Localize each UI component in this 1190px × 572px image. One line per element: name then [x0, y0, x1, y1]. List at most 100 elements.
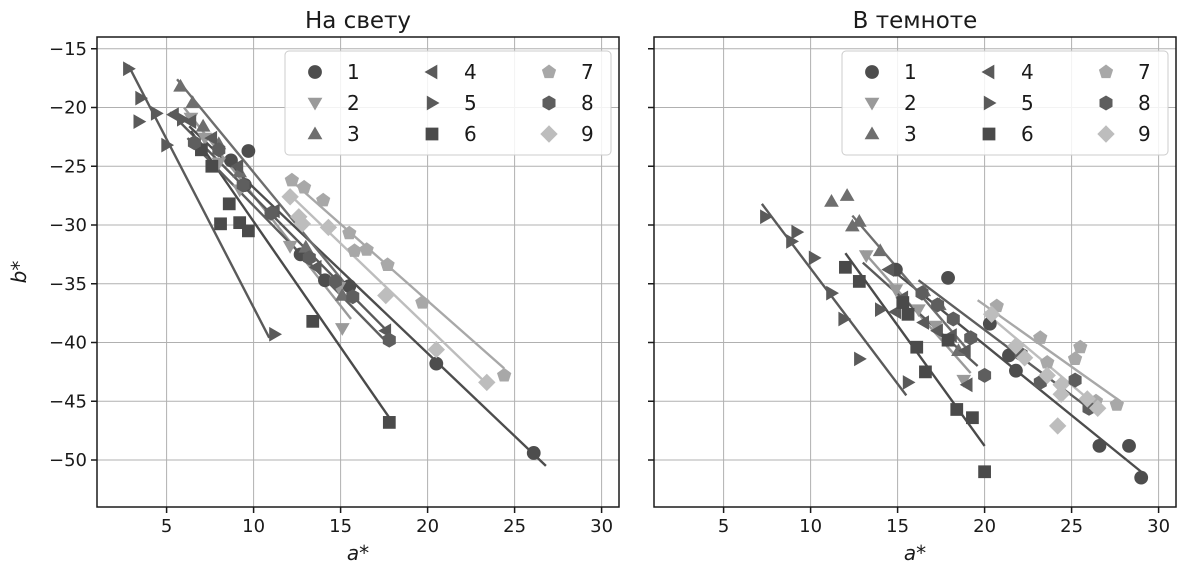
- data-point-series-5: [177, 111, 190, 127]
- data-point-series-6: [966, 411, 979, 425]
- data-point-series-2: [911, 304, 926, 318]
- y-tick-label: −15: [49, 39, 87, 60]
- data-point-series-1: [526, 446, 541, 460]
- legend-box: [284, 50, 612, 156]
- data-point-series-7: [342, 225, 357, 240]
- legend-label: 1: [347, 60, 360, 84]
- data-point-series-7: [359, 242, 374, 256]
- legend-marker-3: [307, 126, 323, 140]
- data-point-series-7: [1067, 351, 1083, 365]
- data-point-series-9: [427, 340, 445, 359]
- legend-label: 8: [1138, 91, 1151, 115]
- legend-marker-1: [308, 65, 322, 79]
- data-point-series-8: [964, 330, 978, 346]
- data-point-series-9: [1052, 376, 1070, 394]
- data-point-series-8: [1068, 372, 1082, 388]
- data-point-series-9: [478, 373, 496, 392]
- legend-marker-3: [864, 126, 880, 140]
- panel-dark: 5 10 15 20 25 30 В темноте a* 1 2 3 4 5 6 7 8 9: [648, 8, 1177, 565]
- data-point-series-5: [133, 114, 147, 129]
- legend-label: 9: [581, 122, 594, 146]
- data-point-series-1: [1092, 439, 1107, 453]
- data-point-series-3: [195, 118, 211, 132]
- data-point-series-5: [875, 302, 888, 317]
- data-point-series-5: [838, 311, 852, 327]
- data-point-series-4: [308, 259, 322, 275]
- data-point-series-6: [901, 307, 915, 321]
- data-point-series-8: [946, 311, 960, 327]
- fit-line-series-6: [189, 130, 391, 419]
- data-point-series-9: [319, 218, 338, 237]
- legend: 1 2 3 4 5 6 7 8 9: [841, 50, 1169, 156]
- data-point-series-5: [786, 234, 799, 249]
- data-point-series-3: [852, 214, 867, 227]
- legend-marker-5: [426, 95, 440, 111]
- data-point-series-2: [888, 284, 904, 298]
- x-tick-label: 5: [161, 516, 172, 537]
- data-point-series-6: [941, 333, 955, 347]
- data-point-series-8: [328, 273, 342, 289]
- data-point-series-7: [1109, 397, 1124, 411]
- legend-marker-6: [425, 127, 439, 141]
- legend-label: 2: [904, 91, 917, 115]
- data-point-series-7: [1033, 330, 1048, 344]
- legend-marker-4: [981, 64, 995, 80]
- data-point-series-8: [915, 285, 929, 301]
- data-point-series-9: [982, 305, 1001, 323]
- data-point-series-2: [956, 374, 972, 388]
- axes-frame: [96, 36, 620, 508]
- x-tick-label: 20: [416, 516, 439, 537]
- data-point-series-6: [222, 197, 236, 211]
- legend-label: 9: [1138, 122, 1151, 146]
- data-point-series-8: [382, 332, 396, 348]
- x-tick-label: 25: [503, 516, 526, 537]
- data-point-series-9: [1015, 349, 1034, 367]
- data-point-series-3: [185, 95, 201, 109]
- data-point-series-6: [205, 159, 219, 173]
- data-point-series-6: [896, 296, 910, 309]
- data-point-series-8: [931, 297, 945, 313]
- data-point-series-4: [183, 114, 197, 129]
- legend-box: [841, 50, 1169, 156]
- data-point-series-5: [161, 137, 175, 153]
- data-point-series-8: [264, 205, 278, 221]
- data-point-series-1: [941, 270, 955, 285]
- data-point-series-4: [930, 323, 943, 339]
- data-point-series-6: [978, 465, 991, 479]
- data-point-series-9: [1007, 337, 1025, 355]
- data-point-series-7: [284, 172, 299, 187]
- legend: 1 2 3 4 5 6 7 8 9: [284, 50, 612, 156]
- data-point-series-8: [187, 135, 201, 151]
- data-point-series-8: [236, 177, 250, 193]
- y-tick-label: −50: [49, 450, 87, 471]
- data-point-series-1: [1134, 470, 1149, 485]
- data-point-series-6: [910, 340, 924, 354]
- data-point-series-6: [919, 365, 932, 379]
- legend-label: 2: [347, 91, 360, 115]
- fit-line-series-7: [976, 299, 1122, 403]
- data-point-series-6: [839, 260, 852, 274]
- legend-marker-8: [1099, 95, 1113, 111]
- legend-label: 7: [581, 60, 594, 84]
- data-point-series-1: [241, 144, 256, 158]
- data-point-series-9: [1078, 390, 1096, 408]
- legend-label: 3: [904, 122, 917, 146]
- legend-label: 5: [1021, 91, 1034, 115]
- axes-frame: [653, 36, 1177, 508]
- legend-marker-5: [983, 95, 997, 111]
- legend-marker-6: [982, 127, 996, 141]
- data-point-series-1: [1002, 348, 1016, 363]
- legend-label: 4: [1021, 60, 1034, 84]
- data-point-series-3: [872, 243, 888, 257]
- legend-marker-8: [542, 95, 556, 111]
- data-point-series-4: [881, 262, 895, 277]
- data-point-series-7: [415, 295, 430, 309]
- x-tick-label: 15: [886, 516, 909, 537]
- data-point-series-7: [316, 192, 331, 207]
- data-point-series-1: [1122, 439, 1136, 453]
- data-point-series-7: [497, 367, 512, 382]
- data-point-series-6: [382, 416, 396, 429]
- data-point-series-2: [928, 320, 944, 334]
- data-point-series-6: [214, 217, 227, 231]
